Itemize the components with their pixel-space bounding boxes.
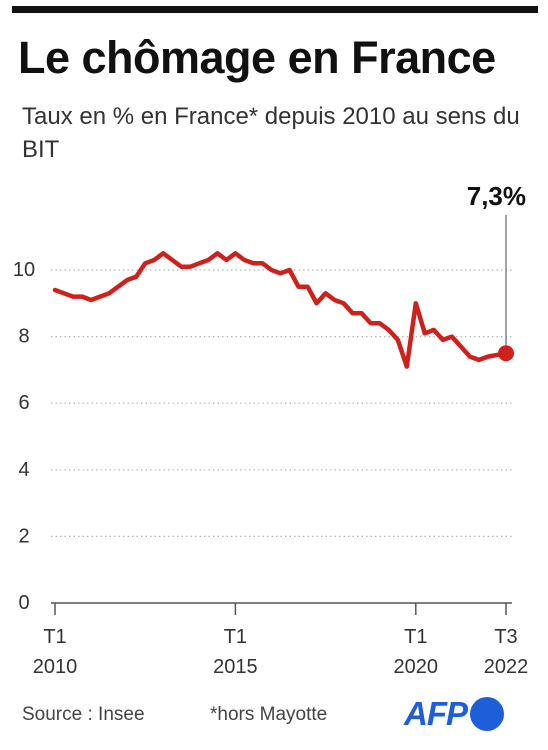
afp-logo-dot <box>470 697 504 731</box>
x-tick-label-line1: T1 <box>43 626 66 648</box>
x-tick-label-line2: 2020 <box>394 656 439 678</box>
last-value-label: 7,3% <box>467 181 526 211</box>
y-tick-label: 4 <box>18 459 29 481</box>
x-tick-label-line2: 2015 <box>213 656 258 678</box>
x-tick-label-line1: T3 <box>494 626 517 648</box>
x-tick-label-line2: 2010 <box>33 656 78 678</box>
y-tick-label: 0 <box>18 592 29 614</box>
y-tick-label: 10 <box>13 259 35 281</box>
chart-subtitle: Taux en % en France* depuis 2010 au sens… <box>22 103 520 163</box>
y-tick-label: 8 <box>18 326 29 348</box>
afp-logo-text: AFP <box>404 695 468 732</box>
y-tick-label: 6 <box>18 392 29 414</box>
afp-logo: AFP <box>404 694 504 734</box>
last-value-dot <box>498 345 514 362</box>
top-rule <box>12 6 538 13</box>
footnote: *hors Mayotte <box>210 704 328 725</box>
x-tick-label-line1: T1 <box>224 626 247 648</box>
source-note: Source : Insee <box>22 704 145 725</box>
chart-title: Le chômage en France <box>18 32 496 83</box>
y-tick-label: 2 <box>18 525 29 547</box>
x-tick-label-line1: T1 <box>404 626 427 648</box>
x-tick-label-line2: 2022 <box>484 656 529 678</box>
